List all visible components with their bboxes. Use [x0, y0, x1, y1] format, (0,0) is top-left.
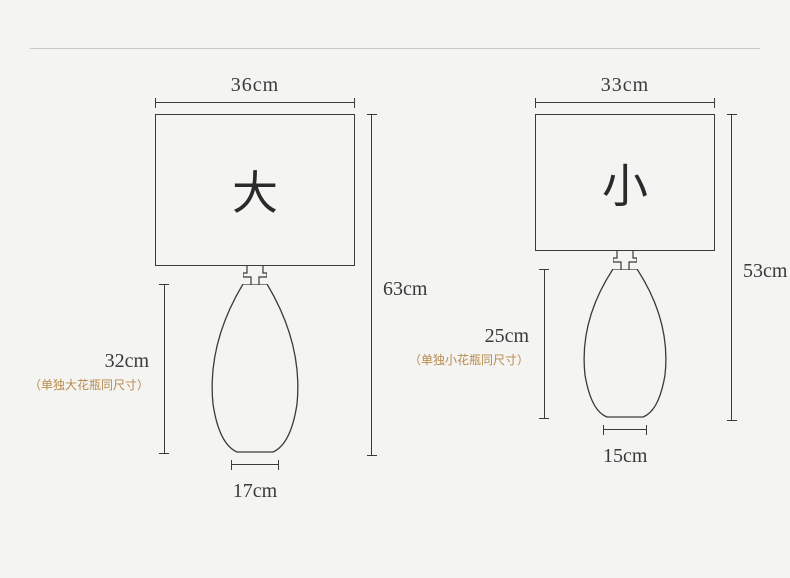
dim-top-small: 33cm	[535, 74, 715, 97]
dim-right-small-bar	[727, 114, 737, 421]
dim-top-small-bar	[535, 98, 715, 108]
dim-left-large-label: 32cm	[105, 350, 149, 373]
vase-small	[579, 269, 671, 419]
neck-large	[243, 265, 267, 285]
glyph-small: 小	[602, 150, 648, 216]
dim-left-large-note: （单独大花瓶同尺寸）	[29, 376, 149, 393]
dim-top-large-label: 36cm	[231, 74, 279, 96]
shade-small: 小	[535, 114, 715, 251]
dim-left-small-label: 25cm	[485, 325, 529, 348]
dim-top-small-label: 33cm	[601, 74, 649, 96]
dim-left-large-bar	[159, 284, 169, 454]
dim-right-small-label: 53cm	[743, 260, 787, 283]
dim-bottom-small-bar	[603, 425, 647, 435]
vase-large	[207, 284, 303, 454]
dim-left-small-bar	[539, 269, 549, 419]
dim-left-small-note: （单独小花瓶同尺寸）	[409, 351, 529, 368]
dim-bottom-small: 15cm	[603, 425, 647, 468]
dim-bottom-large: 17cm	[231, 460, 279, 503]
glyph-large: 大	[232, 157, 278, 223]
dim-left-large: 32cm （单独大花瓶同尺寸）	[29, 284, 149, 454]
dim-top-large-bar	[155, 98, 355, 108]
dim-bottom-small-label: 15cm	[603, 445, 647, 468]
diagram-stage: 36cm 大 63cm 32cm （单独大花瓶同尺寸） 17	[0, 48, 790, 578]
dim-bottom-large-bar	[231, 460, 279, 470]
dim-bottom-large-label: 17cm	[231, 480, 279, 503]
shade-large: 大	[155, 114, 355, 266]
neck-small	[613, 250, 637, 270]
dim-right-large-bar	[367, 114, 377, 456]
dim-left-small: 25cm （单独小花瓶同尺寸）	[409, 269, 529, 419]
dim-top-large: 36cm	[155, 74, 355, 97]
